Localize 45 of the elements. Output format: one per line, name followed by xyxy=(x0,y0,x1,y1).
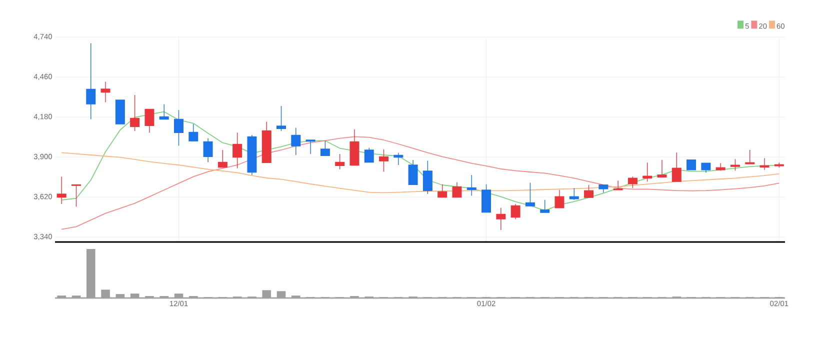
candlestick xyxy=(745,150,755,164)
candlestick xyxy=(642,162,652,182)
candlestick xyxy=(496,207,506,230)
candlestick xyxy=(218,150,228,168)
candlestick xyxy=(394,152,404,166)
candlestick xyxy=(730,158,740,171)
candlestick xyxy=(510,204,520,220)
candlestick xyxy=(291,127,301,156)
candlestick xyxy=(276,106,286,132)
candlestick xyxy=(701,162,711,173)
candlestick xyxy=(306,140,316,154)
candlestick xyxy=(379,148,388,172)
candlestick xyxy=(657,160,667,178)
candlestick xyxy=(232,132,242,169)
candlestick xyxy=(130,94,140,132)
candlestick xyxy=(56,176,66,204)
candlestick xyxy=(115,100,125,124)
candlestick xyxy=(364,147,374,163)
candlestick xyxy=(174,110,184,146)
candlestick xyxy=(159,104,169,120)
candlestick xyxy=(686,160,696,170)
candlestick xyxy=(525,182,535,206)
candlestick xyxy=(188,124,198,142)
candlestick xyxy=(203,138,213,163)
candlestick xyxy=(628,176,638,188)
candlestick xyxy=(422,160,432,194)
candlestick xyxy=(554,190,564,208)
candlestick xyxy=(86,42,96,120)
candlestick xyxy=(569,188,579,200)
candlestick xyxy=(452,182,462,198)
candlestick xyxy=(144,108,154,134)
candlestick xyxy=(466,174,476,196)
candlestick xyxy=(672,152,682,182)
candlestick xyxy=(482,184,492,213)
candlestick xyxy=(438,184,448,198)
candlestick xyxy=(335,154,345,170)
candlestick xyxy=(408,160,418,186)
candlestick xyxy=(350,128,360,166)
candlestick xyxy=(613,180,623,190)
candlestick xyxy=(540,200,550,213)
candlestick xyxy=(584,184,594,198)
candlestick xyxy=(100,81,110,103)
candlestick xyxy=(760,158,770,170)
candlestick xyxy=(320,140,330,156)
candlestick xyxy=(71,184,81,208)
